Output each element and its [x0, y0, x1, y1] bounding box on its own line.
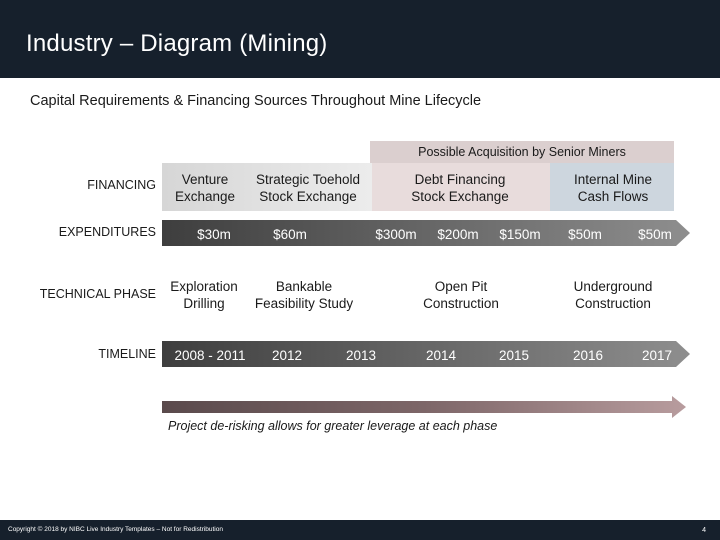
financing-toehold-line2: Stock Exchange — [259, 189, 357, 204]
technical-openpit: Open Pit Construction — [404, 278, 518, 312]
timeline-year: 2014 — [425, 348, 457, 363]
acquisition-box: Possible Acquisition by Senior Miners — [370, 141, 674, 163]
technical-underground-line2: Construction — [575, 296, 651, 311]
technical-openpit-line1: Open Pit — [434, 279, 488, 294]
timeline-year: 2017 — [641, 348, 673, 363]
financing-venture-line1: Venture — [181, 172, 229, 187]
technical-exploration-line1: Exploration — [170, 279, 238, 294]
technical-feasibility: Bankable Feasibility Study — [244, 278, 364, 312]
technical-feasibility-line1: Bankable — [275, 279, 333, 294]
financing-internal-line2: Cash Flows — [577, 189, 649, 204]
row-label-financing: FINANCING — [87, 178, 156, 192]
derisking-arrow — [162, 396, 686, 418]
financing-segment-internal — [550, 163, 674, 211]
expenditures-arrow — [162, 220, 690, 246]
expenditure-value: $200m — [437, 227, 479, 242]
timeline-year: 2012 — [271, 348, 303, 363]
title-bar — [0, 0, 720, 78]
timeline-arrow — [162, 341, 690, 367]
expenditure-value: $60m — [273, 227, 307, 242]
derisking-caption: Project de-risking allows for greater le… — [168, 419, 498, 433]
row-label-timeline: TIMELINE — [98, 347, 156, 361]
row-label-expenditures: EXPENDITURES — [58, 225, 156, 239]
slide-title: Industry – Diagram (Mining) — [26, 30, 328, 57]
page-number: 4 — [702, 527, 706, 534]
financing-debt: Debt Financing Stock Exchange — [396, 171, 524, 205]
technical-feasibility-line2: Feasibility Study — [254, 296, 354, 311]
technical-openpit-line2: Construction — [423, 296, 499, 311]
timeline-year: 2016 — [572, 348, 604, 363]
expenditure-value: $300m — [375, 227, 417, 242]
financing-venture-line2: Exchange — [174, 189, 236, 204]
expenditure-value: $50m — [638, 227, 672, 242]
financing-debt-line1: Debt Financing — [414, 172, 506, 187]
expenditure-value: $50m — [568, 227, 602, 242]
financing-debt-line2: Stock Exchange — [411, 189, 509, 204]
financing-band — [162, 163, 674, 211]
financing-internal-line1: Internal Mine — [573, 172, 653, 187]
expenditure-value: $150m — [499, 227, 541, 242]
timeline-year: 2008 - 2011 — [174, 348, 246, 363]
financing-internal: Internal Mine Cash Flows — [554, 171, 672, 205]
row-label-technical: TECHNICAL PHASE — [39, 287, 156, 301]
technical-exploration-line2: Drilling — [183, 296, 225, 311]
financing-toehold-line1: Strategic Toehold — [255, 172, 361, 187]
copyright-text: Copyright © 2018 by NIBC Live Industry T… — [8, 526, 223, 533]
financing-toehold: Strategic Toehold Stock Exchange — [246, 171, 370, 205]
financing-segment-early — [162, 163, 372, 211]
technical-exploration: Exploration Drilling — [162, 278, 246, 312]
timeline-year: 2015 — [498, 348, 530, 363]
financing-segment-debt — [372, 163, 550, 211]
technical-underground: Underground Construction — [556, 278, 670, 312]
timeline-year: 2013 — [345, 348, 377, 363]
technical-underground-line1: Underground — [573, 279, 653, 294]
slide-subtitle: Capital Requirements & Financing Sources… — [30, 93, 482, 109]
footer-bar — [0, 520, 720, 540]
financing-venture: Venture Exchange — [166, 171, 244, 205]
expenditure-value: $30m — [197, 227, 231, 242]
